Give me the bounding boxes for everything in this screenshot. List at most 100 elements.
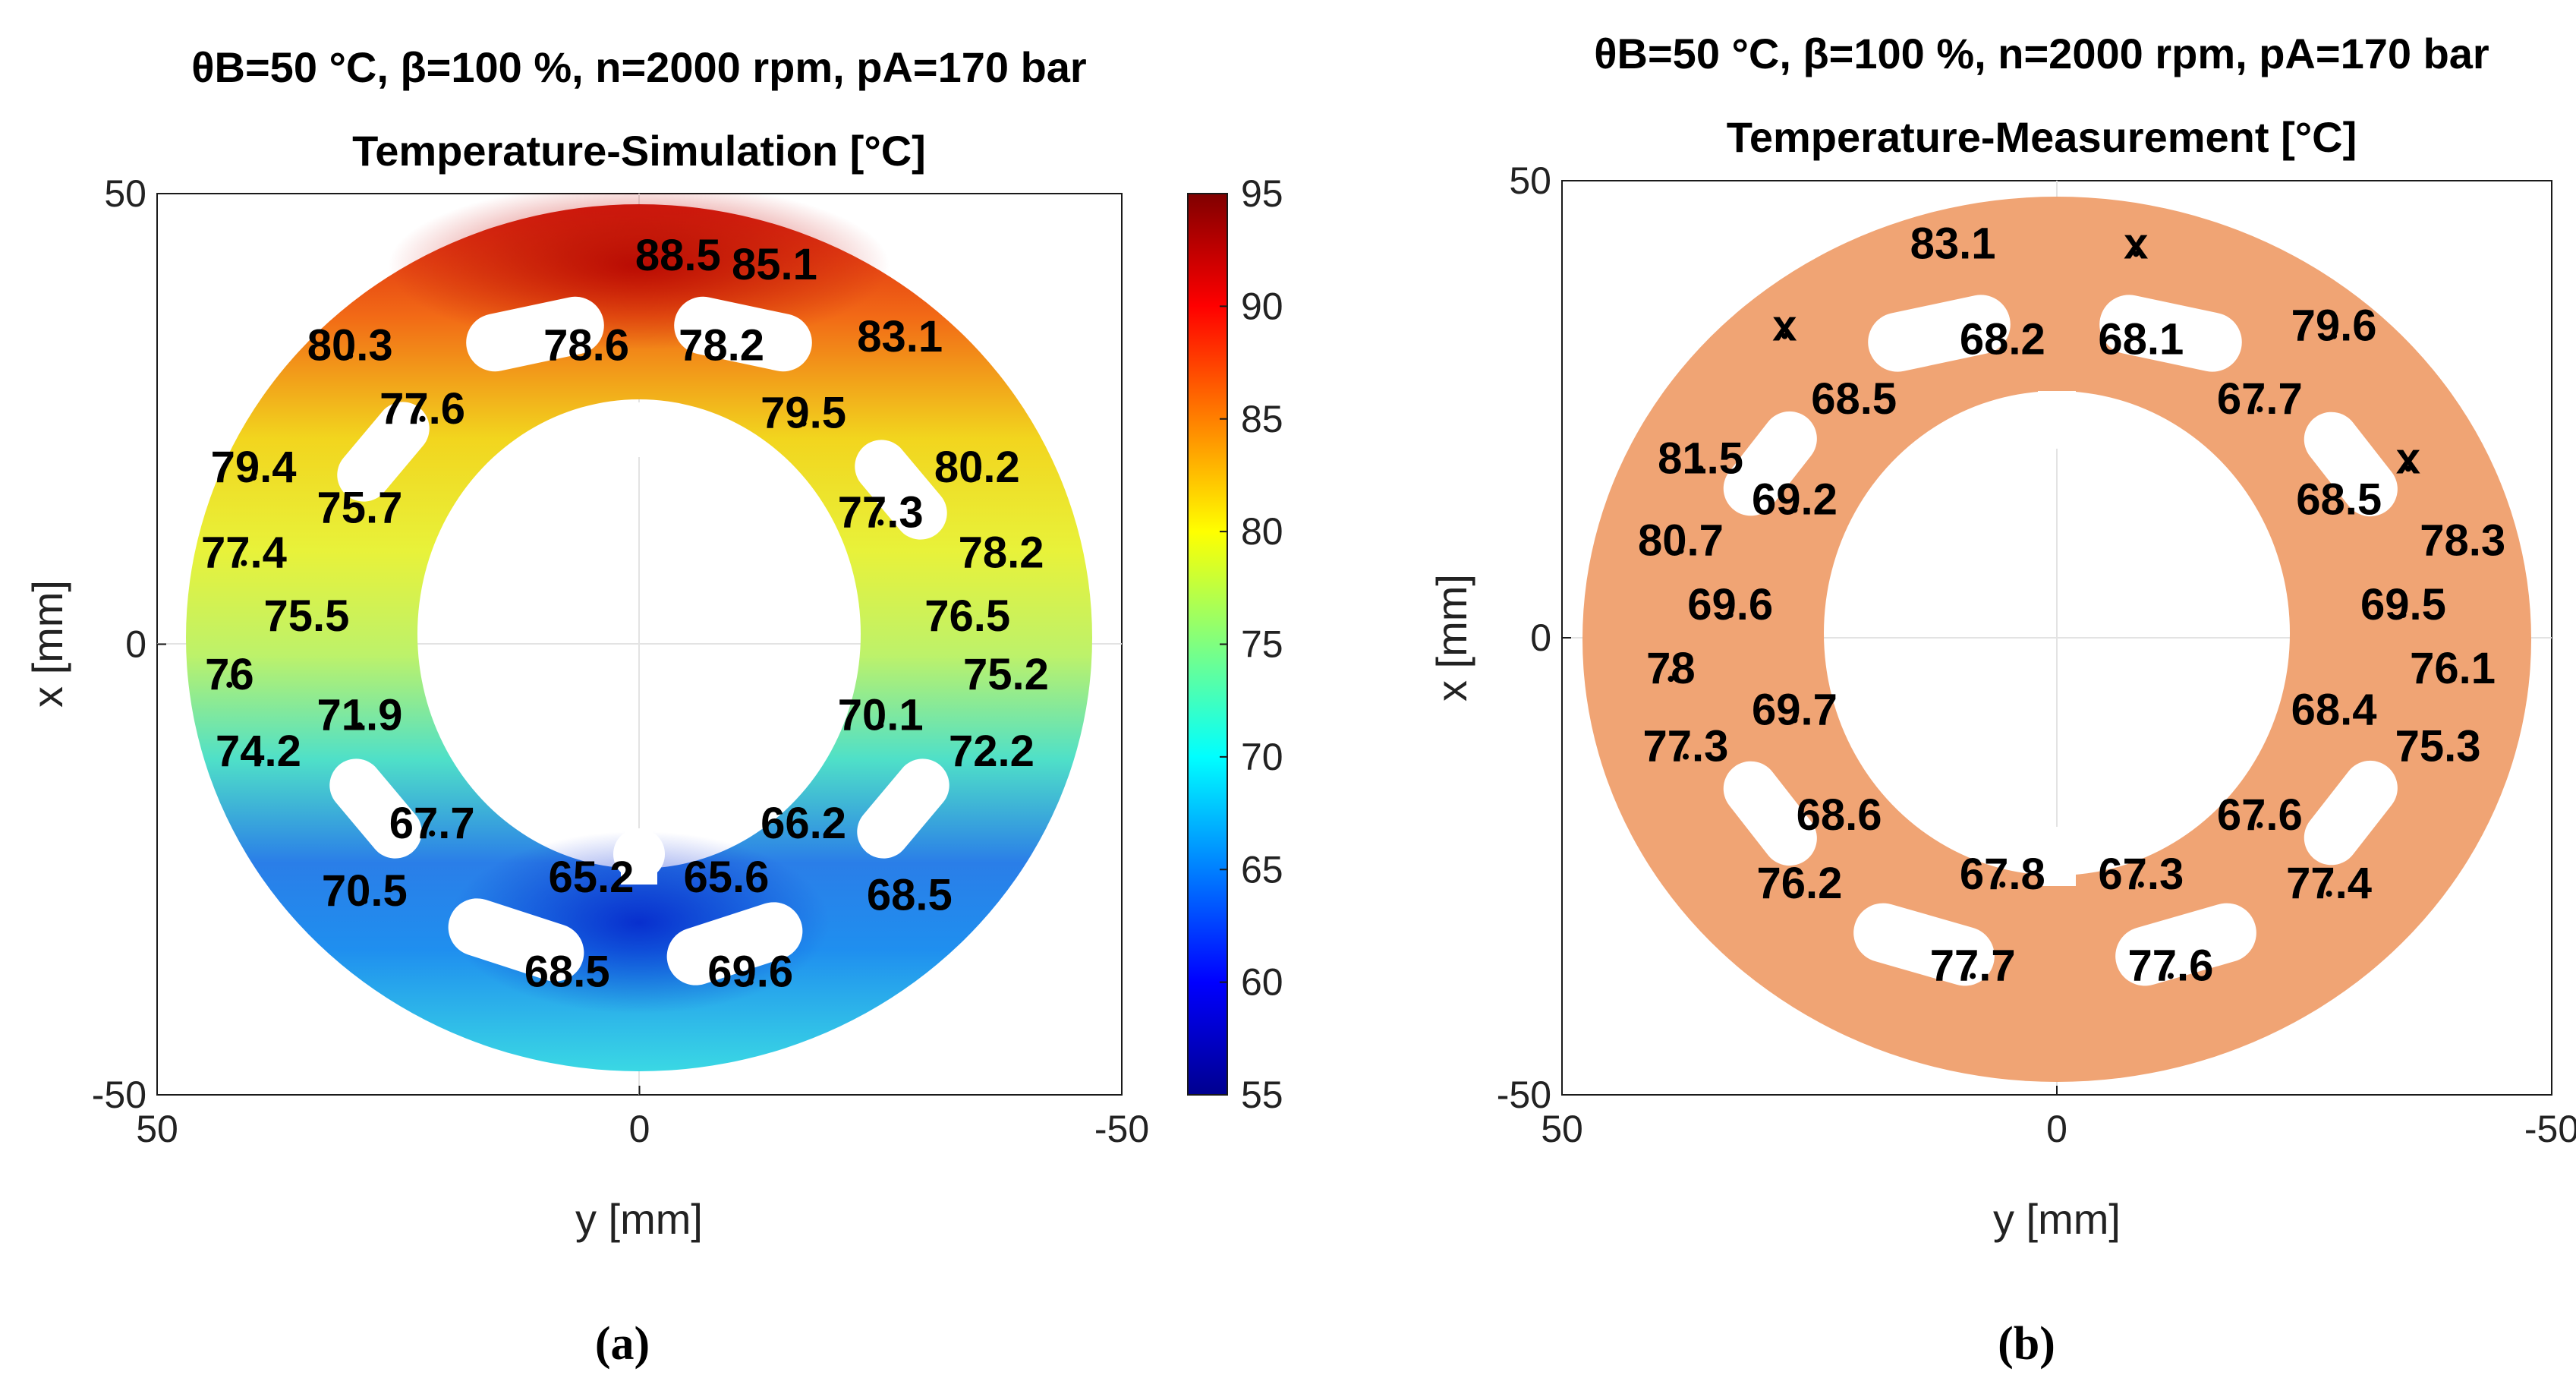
measurement-point-dot bbox=[587, 884, 594, 891]
temperature-value-label: 76.1 bbox=[2410, 644, 2496, 693]
panel-caption-b: (b) bbox=[1998, 1318, 2055, 1370]
measurement-point-dot bbox=[419, 415, 426, 422]
measurement-point-dot bbox=[429, 830, 436, 837]
temperature-value-label: 65.2 bbox=[549, 853, 635, 902]
x-tick-label: 0 bbox=[629, 1108, 650, 1150]
temperature-value-label: 67.6 bbox=[2217, 790, 2303, 840]
colorbar-tick-label: 85 bbox=[1241, 398, 1283, 440]
measurement-point-dot bbox=[1727, 611, 1734, 618]
x-tick-label: -50 bbox=[2524, 1108, 2576, 1150]
measurement-point-dot bbox=[241, 560, 247, 566]
measurement-point-dot bbox=[2133, 251, 2140, 257]
measurement-point-dot bbox=[564, 979, 571, 985]
temperature-value-label: 79.5 bbox=[761, 389, 846, 438]
temperature-value-label: 71.9 bbox=[316, 690, 402, 739]
measurement-point-dot bbox=[2137, 346, 2144, 353]
measurement-point-dot bbox=[2404, 465, 2411, 472]
temperature-value-label: 68.1 bbox=[2098, 315, 2184, 364]
measurement-point-dot bbox=[747, 979, 754, 985]
x-tick-label: 0 bbox=[2046, 1108, 2067, 1150]
measurement-point-dot bbox=[771, 271, 778, 278]
colorbar-tick-label: 90 bbox=[1241, 285, 1283, 327]
measurement-point-dot bbox=[718, 352, 725, 359]
measurement-point-dot bbox=[2435, 753, 2442, 760]
measurement-point-dot bbox=[1836, 821, 1843, 828]
measurement-point-dot bbox=[2331, 333, 2338, 339]
measurement-point-dot bbox=[2459, 547, 2466, 554]
measurement-point-dot bbox=[2449, 676, 2456, 683]
simulation-ylabel: x [mm] bbox=[24, 580, 71, 708]
measurement-point-dot bbox=[356, 515, 363, 522]
measurement-bore-notches bbox=[2030, 391, 2084, 886]
measurement-title-line1: θB=50 °C, β=100 %, n=2000 rpm, pA=170 ba… bbox=[1594, 30, 2489, 77]
measurement-point-dot bbox=[896, 343, 903, 350]
colorbar-tick-label: 80 bbox=[1241, 510, 1283, 553]
temperature-value-label: 65.6 bbox=[683, 853, 769, 902]
temperature-value-label: 77.3 bbox=[1643, 722, 1729, 771]
temperature-value-label: 83.1 bbox=[1910, 219, 1996, 268]
measurement-point-dot bbox=[1667, 676, 1674, 683]
temperature-value-label: 78 bbox=[1646, 644, 1696, 693]
temperature-value-label: 77.6 bbox=[2128, 941, 2214, 990]
temperature-value-label: 68.5 bbox=[2296, 475, 2382, 524]
temperature-value-label: 68.2 bbox=[1960, 315, 2045, 364]
measurement-point-dot bbox=[1950, 251, 1957, 257]
measurement-point-dot bbox=[2331, 717, 2338, 724]
temperature-value-label: 75.3 bbox=[2395, 722, 2481, 771]
y-tick-label: 50 bbox=[104, 172, 146, 215]
measurement-point-dot bbox=[2137, 881, 2144, 888]
colorbar-tick-label: 55 bbox=[1241, 1074, 1283, 1116]
temperature-value-label: 78.2 bbox=[679, 321, 764, 371]
measurement-point-dot bbox=[2335, 506, 2342, 513]
colorbar-tick-label: 65 bbox=[1241, 848, 1283, 891]
temperature-value-label: 67.7 bbox=[2217, 374, 2303, 424]
y-tick-label: 50 bbox=[1509, 159, 1551, 202]
y-tick-label: 0 bbox=[125, 623, 146, 666]
temperature-value-label: 79.6 bbox=[2291, 301, 2377, 351]
simulation-title-line1: θB=50 °C, β=100 %, n=2000 rpm, pA=170 ba… bbox=[191, 43, 1086, 91]
measurement-point-dot bbox=[361, 897, 368, 904]
measurement-point-dot bbox=[1697, 465, 1704, 472]
simulation-heatmap bbox=[186, 194, 1093, 1071]
simulation-title-line2: Temperature-Simulation [°C] bbox=[352, 127, 926, 175]
temperature-value-label: 67.3 bbox=[2098, 850, 2184, 899]
temperature-value-label: 77.3 bbox=[838, 487, 924, 537]
y-tick-label: -50 bbox=[1497, 1074, 1551, 1116]
measurement-point-dot bbox=[877, 722, 884, 729]
measurement-point-dot bbox=[964, 623, 971, 629]
measurement-point-dot bbox=[250, 474, 257, 481]
temperature-value-label: 78.6 bbox=[543, 321, 629, 371]
temperature-value-label: 69.7 bbox=[1752, 685, 1838, 734]
simulation-annotations: 88.5 85.1 83.1 80.3 78.6 78.2 79.5 77.6 80.2 79.4… bbox=[201, 231, 1049, 997]
measurement-point-dot bbox=[1999, 881, 2006, 888]
temperature-value-label: 79.4 bbox=[211, 443, 297, 492]
x-tick-label: -50 bbox=[1094, 1108, 1149, 1150]
y-tick-label: 0 bbox=[1530, 617, 1551, 659]
simulation-bore-notches bbox=[613, 402, 665, 885]
temperature-value-label: 75.2 bbox=[963, 650, 1049, 699]
measurement-heatmap bbox=[1582, 197, 2532, 1082]
simulation-panel: θB=50 °C, β=100 %, n=2000 rpm, pA=170 ba… bbox=[24, 43, 1283, 1370]
measurement-point-dot bbox=[1791, 506, 1798, 513]
measurement-point-dot bbox=[255, 758, 262, 765]
measurement-annotations: 83.1 x x 79.6 68.2 68.1 68.5 67.7 81.5 x 69.2 68.5 8… bbox=[1638, 219, 2505, 990]
temperature-value-label: 78.3 bbox=[2420, 516, 2505, 566]
temperature-value-label: 70.5 bbox=[322, 866, 408, 916]
measurement-point-dot bbox=[1781, 333, 1788, 339]
measurement-point-dot bbox=[2167, 973, 2174, 979]
temperature-value-label: 77.4 bbox=[2286, 859, 2372, 908]
temperature-value-label: 66.2 bbox=[761, 799, 846, 848]
measurement-title-line2: Temperature-Measurement [°C] bbox=[1727, 113, 2357, 161]
measurement-point-dot bbox=[800, 420, 807, 427]
measurement-point-dot bbox=[998, 560, 1005, 566]
temperature-value-label: 77.6 bbox=[379, 384, 465, 434]
temperature-value-label: 75.7 bbox=[316, 483, 402, 532]
measurement-point-dot bbox=[800, 830, 807, 837]
x-tick-label: 50 bbox=[1541, 1108, 1583, 1150]
measurement-point-dot bbox=[1796, 891, 1803, 897]
measurement-panel: θB=50 °C, β=100 %, n=2000 rpm, pA=170 ba… bbox=[1428, 30, 2576, 1370]
temperature-value-label: 74.2 bbox=[216, 727, 301, 776]
simulation-kidney-ports bbox=[329, 296, 949, 985]
